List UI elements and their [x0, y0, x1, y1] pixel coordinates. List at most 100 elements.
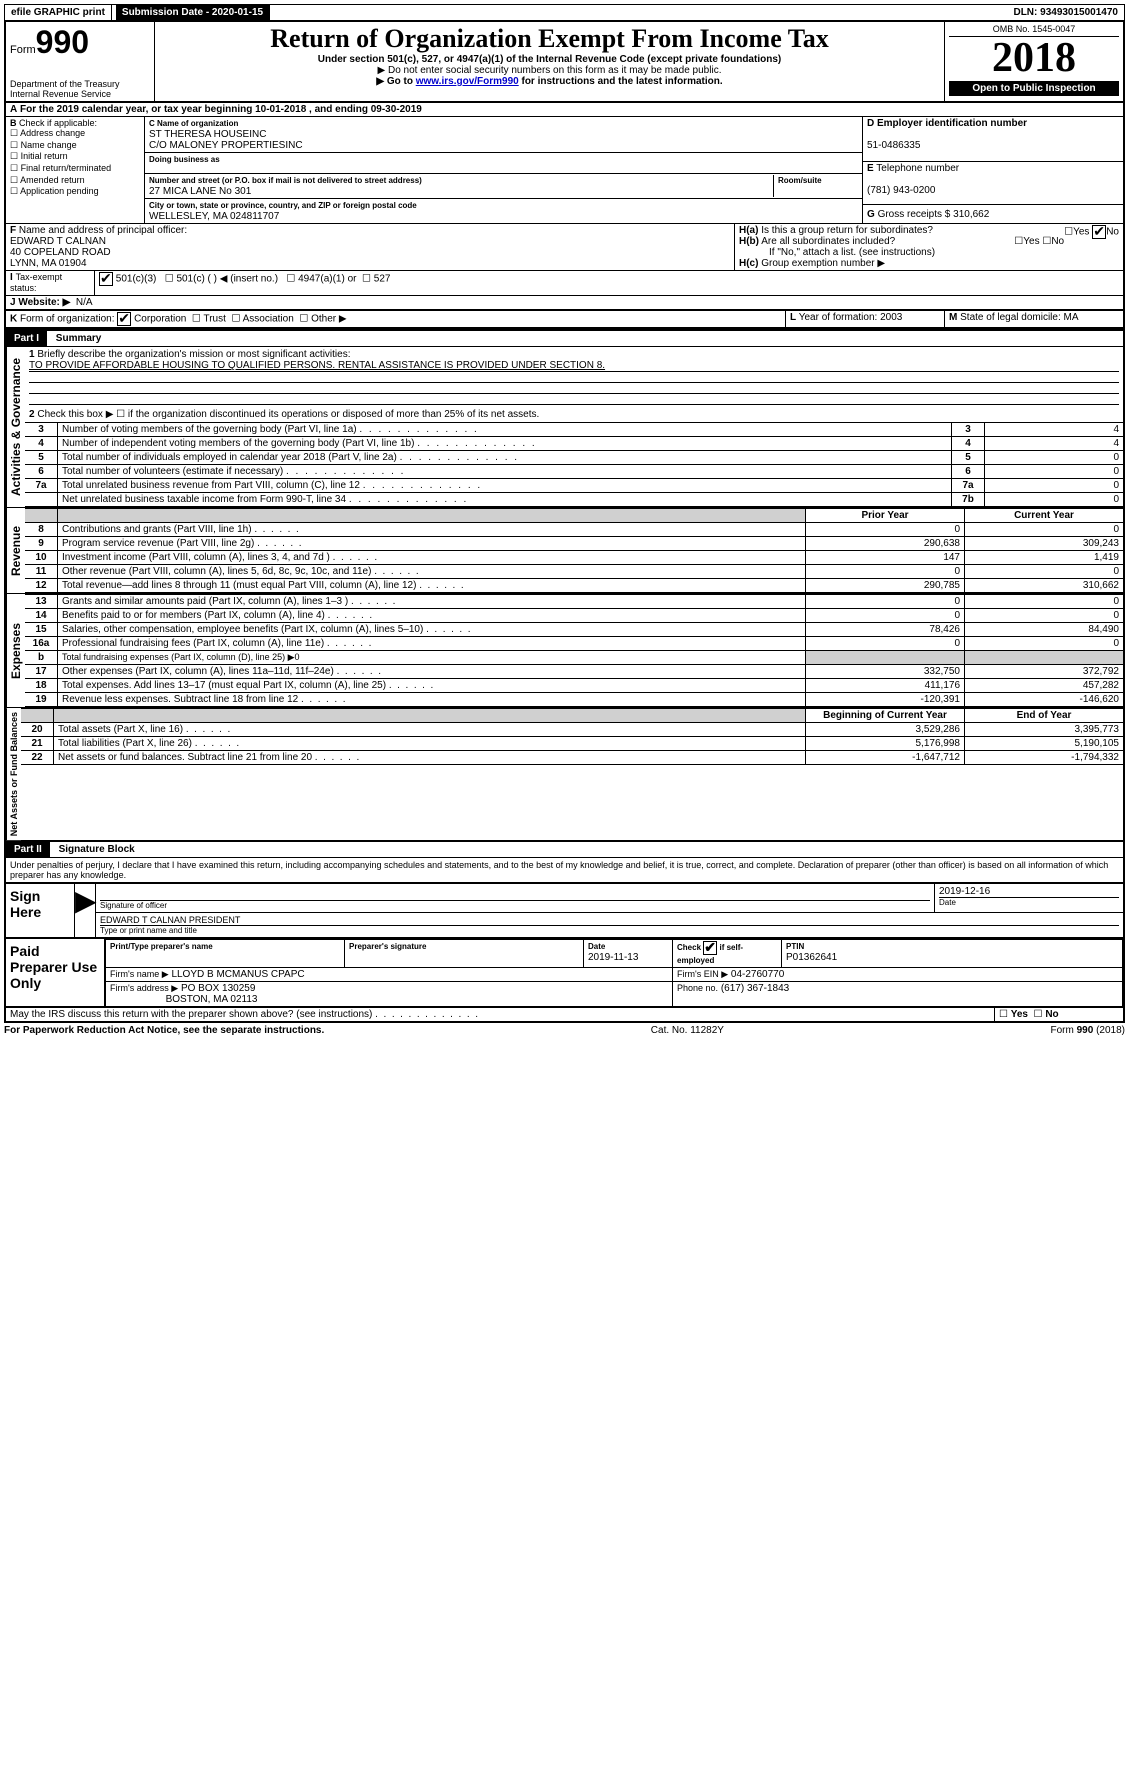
org-city: WELLESLEY, MA 024811707 — [149, 211, 279, 222]
form-header: Form990 Department of the Treasury Inter… — [4, 21, 1125, 103]
boxk-label: Form of organization: — [20, 314, 115, 325]
form-note2: ▶ Go to www.irs.gov/Form990 for instruct… — [159, 76, 940, 87]
website-label: Website: ▶ — [18, 297, 70, 308]
tax-year: 2018 — [949, 37, 1119, 79]
q2-label: Check this box ▶ ☐ if the organization d… — [37, 409, 539, 420]
org-street: 27 MICA LANE No 301 — [149, 186, 251, 197]
hc-label: Group exemption number ▶ — [761, 258, 885, 269]
open-public: Open to Public Inspection — [949, 81, 1119, 96]
part2-bar: Part II — [6, 842, 50, 857]
sign-here-label: Sign Here — [6, 884, 75, 937]
q1-label: Briefly describe the organization's miss… — [37, 349, 350, 360]
firm-ein: 04-2760770 — [731, 969, 784, 980]
sign-date-label: Date — [939, 897, 1119, 907]
cb-501c3[interactable] — [99, 272, 113, 286]
part1-bar: Part I — [6, 331, 47, 346]
gross-value: 310,662 — [953, 209, 989, 220]
q1-answer: TO PROVIDE AFFORDABLE HOUSING TO QUALIFI… — [29, 360, 605, 371]
cb-address-change[interactable]: ☐ Address change — [10, 128, 140, 140]
submission-date: Submission Date - 2020-01-15 — [116, 5, 270, 20]
form-title: Return of Organization Exempt From Incom… — [159, 24, 940, 54]
boxc-name-label: Name of organization — [157, 119, 238, 128]
part1: Part I Summary Activities & Governance 1… — [4, 329, 1125, 842]
part2: Part II Signature Block Under penalties … — [4, 842, 1125, 884]
form-subtitle: Under section 501(c), 527, or 4947(a)(1)… — [159, 54, 940, 65]
dln: DLN: 93493015001470 — [1007, 5, 1124, 20]
ein-label2: Firm's EIN ▶ — [677, 969, 728, 979]
sign-name-label: Type or print name and title — [100, 925, 1119, 935]
form-number: Form990 — [10, 24, 150, 61]
sign-arrow-icon: ▶ — [75, 884, 96, 937]
paid-label: Paid Preparer Use Only — [6, 939, 105, 1006]
dba-label: Doing business as — [149, 155, 220, 164]
footer: For Paperwork Reduction Act Notice, see … — [4, 1023, 1125, 1036]
cb-self-employed[interactable] — [703, 941, 717, 955]
website-value: N/A — [76, 297, 93, 308]
firm-phone: (617) 367-1843 — [721, 983, 789, 994]
side-netassets: Net Assets or Fund Balances — [6, 708, 21, 840]
exp-table: 13Grants and similar amounts paid (Part … — [25, 594, 1123, 707]
firm-name: LLOYD B MCMANUS CPAPC — [171, 969, 304, 980]
cb-corporation[interactable] — [117, 312, 131, 326]
paid-preparer-block: Paid Preparer Use Only Print/Type prepar… — [4, 939, 1125, 1008]
prep-h2: Preparer's signature — [349, 942, 427, 951]
sign-name: EDWARD T CALNAN PRESIDENT — [100, 915, 1119, 925]
irs-link[interactable]: www.irs.gov/Form990 — [416, 76, 519, 87]
officer-label: Name and address of principal officer: — [19, 225, 187, 236]
klm-row: K Form of organization: Corporation ☐ Tr… — [4, 311, 1125, 329]
part2-title: Signature Block — [53, 842, 141, 857]
boxl-label: Year of formation: — [799, 312, 878, 323]
cb-amended-return[interactable]: ☐ Amended return — [10, 175, 140, 187]
ein-value: 51-0486335 — [867, 140, 920, 151]
prep-ptin: P01362641 — [786, 952, 837, 963]
firm-addr-label: Firm's address ▶ — [110, 983, 178, 993]
ha-label: Is this a group return for subordinates? — [761, 225, 933, 236]
cb-application-pending[interactable]: ☐ Application pending — [10, 186, 140, 198]
footer-left: For Paperwork Reduction Act Notice, see … — [4, 1025, 324, 1036]
jurat-text: Under penalties of perjury, I declare th… — [6, 858, 1123, 882]
discuss-row: May the IRS discuss this return with the… — [4, 1008, 1125, 1023]
part1-title: Summary — [50, 331, 108, 346]
footer-mid: Cat. No. 11282Y — [651, 1025, 724, 1036]
boxm-val: MA — [1064, 312, 1079, 323]
period-text: For the 2019 calendar year, or tax year … — [20, 104, 422, 115]
prep-h1: Print/Type preparer's name — [110, 942, 213, 951]
sig-officer-label: Signature of officer — [100, 900, 930, 910]
officer-addr2: LYNN, MA 01904 — [10, 258, 87, 269]
sign-date: 2019-12-16 — [939, 886, 1119, 897]
cb-initial-return[interactable]: ☐ Initial return — [10, 151, 140, 163]
preparer-table: Print/Type preparer's name Preparer's si… — [105, 939, 1123, 1006]
ha-no-check[interactable] — [1092, 225, 1106, 239]
addr-label: Number and street (or P.O. box if mail i… — [149, 176, 422, 185]
officer-addr1: 40 COPELAND ROAD — [10, 247, 111, 258]
fh-block: F Name and address of principal officer:… — [4, 224, 1125, 271]
discuss-text: May the IRS discuss this return with the… — [10, 1009, 372, 1020]
org-name2: C/O MALONEY PROPERTIESINC — [149, 140, 303, 151]
cb-name-change[interactable]: ☐ Name change — [10, 140, 140, 152]
net-table: Beginning of Current YearEnd of Year20To… — [21, 708, 1123, 765]
phone-value: (781) 943-0200 — [867, 185, 935, 196]
boxl-val: 2003 — [880, 312, 902, 323]
dept-label: Department of the Treasury Internal Reve… — [10, 79, 150, 99]
cb-final-return[interactable]: ☐ Final return/terminated — [10, 163, 140, 175]
city-label: City or town, state or province, country… — [149, 201, 417, 210]
boxb-label: Check if applicable: — [19, 118, 97, 128]
bcd-block: B Check if applicable: ☐ Address change … — [4, 117, 1125, 224]
firm-phone-label: Phone no. — [677, 983, 718, 993]
prep-h3: Date — [588, 942, 605, 951]
officer-name: EDWARD T CALNAN — [10, 236, 106, 247]
firm-addr2: BOSTON, MA 02113 — [166, 994, 258, 1005]
room-label: Room/suite — [778, 176, 822, 185]
taxexempt-label: Tax-exempt status: — [10, 272, 62, 293]
tax-exempt-row: I Tax-exempt status: 501(c)(3) ☐ 501(c) … — [4, 270, 1125, 296]
period-row: A For the 2019 calendar year, or tax yea… — [4, 103, 1125, 117]
hb-label: Are all subordinates included? — [761, 236, 895, 247]
boxm-label: State of legal domicile: — [960, 312, 1061, 323]
firm-addr1: PO BOX 130259 — [181, 983, 256, 994]
org-name1: ST THERESA HOUSEINC — [149, 129, 266, 140]
gross-label: Gross receipts $ — [878, 209, 951, 220]
side-expenses: Expenses — [6, 594, 25, 707]
top-bar: efile GRAPHIC print Submission Date - 20… — [4, 4, 1125, 21]
website-row: J Website: ▶ N/A — [4, 296, 1125, 311]
efile-label[interactable]: efile GRAPHIC print — [5, 5, 112, 20]
